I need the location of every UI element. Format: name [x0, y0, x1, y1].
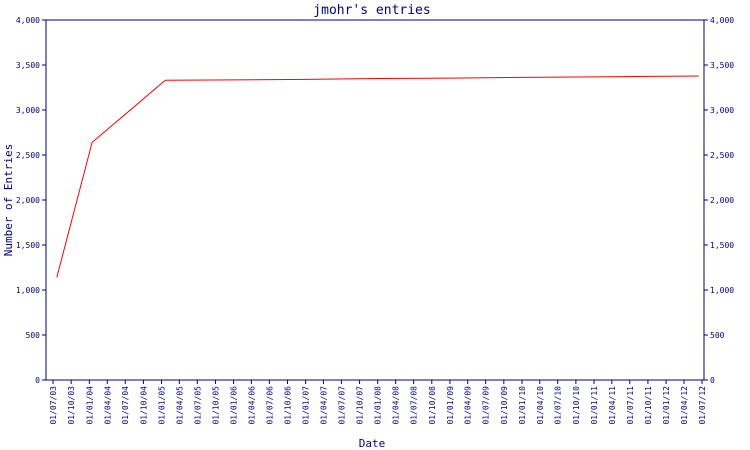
x-tick-label: 01/01/05 — [158, 386, 167, 425]
x-tick-label: 01/10/09 — [500, 386, 509, 425]
x-tick-label: 01/01/06 — [230, 386, 239, 425]
y-tick-label-right: 1,500 — [710, 241, 734, 250]
x-tick-label: 01/04/07 — [319, 386, 328, 425]
x-tick-label: 01/07/10 — [554, 386, 563, 425]
y-tick-label-right: 4,000 — [710, 16, 734, 25]
y-tick-label-right: 2,000 — [710, 196, 734, 205]
y-tick-label-right: 3,500 — [710, 61, 734, 70]
y-tick-label-right: 0 — [710, 376, 715, 385]
x-tick-label: 01/01/10 — [518, 386, 527, 425]
x-tick-label: 01/01/04 — [85, 386, 94, 425]
x-tick-label: 01/07/12 — [698, 386, 707, 425]
plot-border — [45, 19, 705, 381]
x-tick-label: 01/07/04 — [121, 386, 130, 425]
y-axis-left: 0 500 1,000 1,500 2,000 2,500 3,000 3,500 4,000 — [16, 16, 46, 385]
x-tick-label: 01/01/09 — [446, 386, 455, 425]
y-axis-label: Number of Entries — [2, 144, 15, 257]
x-tick-label: 01/07/09 — [482, 386, 491, 425]
y-tick-label-left: 1,500 — [16, 241, 40, 250]
x-tick-label: 01/10/03 — [67, 386, 76, 425]
x-tick-label: 01/07/11 — [626, 386, 635, 425]
x-tick-label: 01/04/11 — [608, 386, 617, 425]
x-axis-label: Date — [359, 437, 386, 450]
x-tick-label: 01/07/08 — [410, 386, 419, 425]
x-tick-label: 01/01/07 — [302, 386, 311, 425]
x-tick-label: 01/01/11 — [590, 386, 599, 425]
y-tick-label-left: 500 — [26, 331, 41, 340]
y-tick-label-left: 2,000 — [16, 196, 40, 205]
x-tick-label: 01/10/05 — [211, 386, 220, 425]
y-axis-right: 0 500 1,000 1,500 2,000 2,500 3,000 3,500 4,000 — [704, 16, 734, 385]
x-tick-label: 01/07/05 — [193, 386, 202, 425]
y-tick-label-left: 1,000 — [16, 286, 40, 295]
y-tick-label-right: 500 — [710, 331, 725, 340]
x-tick-label: 01/10/04 — [139, 386, 148, 425]
y-tick-label-left: 2,500 — [16, 151, 40, 160]
x-tick-label: 01/10/07 — [356, 386, 365, 425]
x-axis: 01/07/03 01/10/03 01/01/04 01/04/04 01/07/04… — [49, 380, 707, 425]
x-tick-label: 01/04/06 — [247, 386, 256, 425]
x-tick-label: 01/04/12 — [680, 386, 689, 425]
x-tick-label: 01/10/10 — [572, 386, 581, 425]
x-tick-label: 01/10/11 — [644, 386, 653, 425]
x-tick-label: 01/04/09 — [464, 386, 473, 425]
chart-title: jmohr's entries — [313, 3, 430, 18]
y-tick-label-right: 2,500 — [710, 151, 734, 160]
x-tick-label: 01/07/06 — [265, 386, 274, 425]
plot-frame — [45, 19, 705, 381]
y-tick-label-left: 4,000 — [16, 16, 40, 25]
x-tick-label: 01/04/10 — [536, 386, 545, 425]
x-tick-label: 01/04/08 — [392, 386, 401, 425]
x-tick-label: 01/01/12 — [662, 386, 671, 425]
x-tick-label: 01/01/08 — [374, 386, 383, 425]
x-tick-label: 01/07/07 — [337, 386, 346, 425]
y-tick-label-left: 3,500 — [16, 61, 40, 70]
x-tick-label: 01/10/08 — [428, 386, 437, 425]
y-tick-label-right: 3,000 — [710, 106, 734, 115]
series-layer — [56, 75, 699, 278]
y-tick-label-right: 1,000 — [710, 286, 734, 295]
y-tick-label-left: 0 — [35, 376, 40, 385]
x-tick-label: 01/07/03 — [49, 386, 58, 425]
x-tick-label: 01/04/05 — [175, 386, 184, 425]
series-line — [56, 75, 699, 278]
x-tick-label: 01/10/06 — [283, 386, 292, 425]
x-tick-label: 01/04/04 — [103, 386, 112, 425]
y-tick-label-left: 3,000 — [16, 106, 40, 115]
